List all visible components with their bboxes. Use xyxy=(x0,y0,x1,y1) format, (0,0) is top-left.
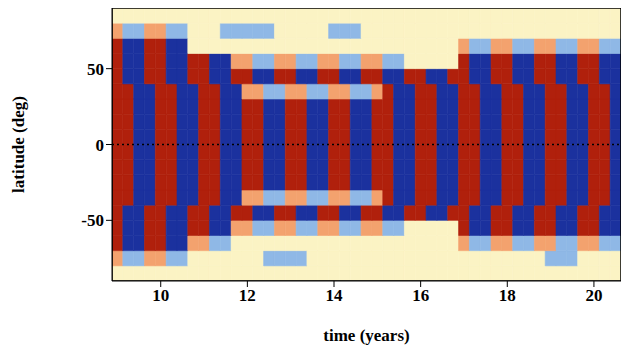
svg-text:time (years): time (years) xyxy=(323,326,409,345)
svg-text:16: 16 xyxy=(412,286,429,305)
svg-text:50: 50 xyxy=(87,60,104,79)
svg-text:12: 12 xyxy=(239,286,256,305)
svg-text:18: 18 xyxy=(499,286,516,305)
svg-text:20: 20 xyxy=(585,286,602,305)
svg-text:14: 14 xyxy=(326,286,344,305)
svg-text:10: 10 xyxy=(152,286,169,305)
svg-text:0: 0 xyxy=(96,136,105,155)
svg-text:latitude (deg): latitude (deg) xyxy=(9,96,28,193)
svg-text:-50: -50 xyxy=(81,211,104,230)
